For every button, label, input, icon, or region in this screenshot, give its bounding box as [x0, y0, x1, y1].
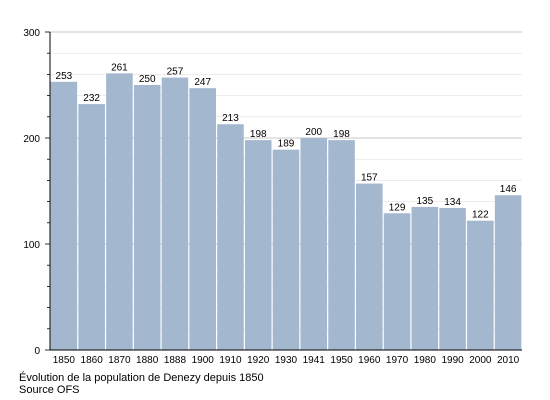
data-label: 129 — [389, 202, 406, 213]
data-label: 146 — [500, 184, 517, 195]
chart-caption: Évolution de la population de Denezy dep… — [19, 372, 264, 384]
data-label: 135 — [416, 196, 433, 207]
chart-source: Source OFS — [19, 384, 80, 396]
x-tick-label: 1900 — [192, 355, 215, 366]
data-label: 261 — [111, 62, 128, 73]
x-tick-label: 1950 — [330, 355, 353, 366]
bar — [439, 207, 466, 350]
bar — [300, 138, 328, 350]
y-tick-label: 200 — [23, 134, 40, 145]
x-tick-label: 1850 — [53, 355, 76, 366]
data-label: 213 — [222, 113, 239, 124]
data-label: 257 — [167, 67, 184, 78]
data-label: 157 — [361, 173, 378, 184]
data-label: 198 — [250, 129, 267, 140]
bar — [356, 183, 383, 350]
bar — [50, 81, 78, 350]
data-label: 250 — [139, 74, 156, 85]
x-tick-label: 1970 — [386, 355, 409, 366]
x-tick-label: 1888 — [164, 355, 187, 366]
bar — [272, 149, 300, 350]
bar — [133, 85, 161, 350]
x-tick-label: 1980 — [414, 355, 437, 366]
x-tick-label: 1910 — [219, 355, 242, 366]
y-tick-label: 100 — [23, 240, 40, 251]
x-tick-label: 1870 — [108, 355, 131, 366]
data-label: 200 — [305, 127, 322, 138]
bar — [78, 104, 105, 350]
data-label: 232 — [83, 93, 100, 104]
bar — [189, 88, 216, 351]
bar — [494, 195, 522, 350]
x-tick-label: 1960 — [358, 355, 381, 366]
data-label: 122 — [472, 210, 489, 221]
x-tick-label: 1920 — [247, 355, 270, 366]
data-label: 198 — [333, 129, 350, 140]
x-tick-label: 2010 — [497, 355, 520, 366]
bar — [467, 220, 494, 350]
bar — [161, 77, 189, 350]
bar — [217, 124, 244, 350]
data-label: 189 — [278, 139, 295, 150]
y-tick-label: 0 — [34, 346, 40, 357]
x-tick-label: 1880 — [136, 355, 159, 366]
bar — [411, 206, 439, 350]
x-tick-label: 1930 — [275, 355, 298, 366]
bar — [106, 73, 133, 350]
bar — [244, 140, 272, 350]
x-tick-label: 1941 — [303, 355, 326, 366]
y-tick-label: 300 — [23, 28, 40, 39]
x-tick-label: 1990 — [441, 355, 464, 366]
x-tick-label: 2000 — [469, 355, 492, 366]
bar — [328, 140, 355, 350]
data-label: 253 — [56, 71, 73, 82]
data-label: 247 — [194, 77, 211, 88]
x-tick-label: 1860 — [81, 355, 104, 366]
bar — [383, 213, 411, 350]
data-label: 134 — [444, 197, 461, 208]
